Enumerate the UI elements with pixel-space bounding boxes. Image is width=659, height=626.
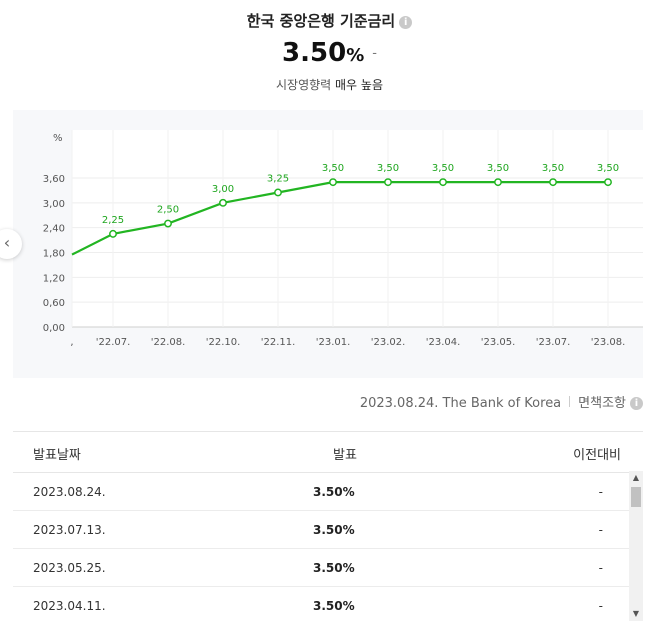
x-tick-label: '23.08.	[591, 337, 626, 348]
cell-value: 3.50%	[313, 561, 355, 575]
y-tick-label: 3,00	[43, 199, 65, 210]
table-row: 2023.07.13. 3.50% -	[13, 511, 643, 549]
x-tick-label: '22.07.	[96, 337, 131, 348]
data-point	[439, 178, 447, 187]
info-icon[interactable]: i	[399, 16, 413, 29]
data-label: 3,25	[267, 173, 289, 184]
data-label: 2,50	[157, 205, 179, 216]
y-tick-label: 1,20	[43, 273, 65, 284]
x-tick-label: '23.05.	[481, 337, 516, 348]
data-point	[219, 198, 227, 207]
cell-change: -	[598, 561, 603, 575]
x-tick-label: '23.01.	[316, 337, 351, 348]
data-label: 3,00	[212, 184, 234, 195]
cell-value: 3.50%	[313, 523, 355, 537]
disclaimer-link[interactable]: 면책조항	[578, 396, 626, 411]
x-tick-label: '22.11.	[261, 337, 296, 348]
plot-background	[72, 130, 643, 327]
title-text: 한국 중앙은행 기준금리	[246, 12, 396, 30]
y-tick-label: 0,00	[43, 323, 65, 334]
impact-label: 시장영향력	[275, 78, 332, 92]
x-tick-label: '22.10.	[206, 337, 241, 348]
cell-date: 2023.04.11.	[33, 599, 106, 613]
rate-unit: %	[346, 45, 365, 66]
data-point	[604, 178, 612, 187]
y-tick-label: 0,60	[43, 298, 65, 309]
data-label: 3,50	[542, 163, 564, 174]
table-row: 2023.05.25. 3.50% -	[13, 549, 643, 587]
table-row: 2023.08.24. 3.50% -	[13, 473, 643, 511]
scrollbar[interactable]: ▲ ▼	[629, 471, 643, 621]
header-value: 발표	[333, 448, 357, 463]
x-tick-label: '23.07.	[536, 337, 571, 348]
table-header: 발표날짜 발표 이전대비	[13, 431, 643, 473]
data-point	[164, 219, 172, 228]
rate-display: 3.50% -	[0, 38, 659, 68]
cell-change: -	[598, 523, 603, 537]
y-unit-label: %	[53, 133, 63, 144]
header-date: 발표날짜	[33, 448, 81, 463]
chart-area: % 0,00 0,60 1,20 1,80 2,40 3,00 3,60, '22.07. '22…	[13, 110, 643, 378]
y-tick-label: 2,40	[43, 224, 65, 235]
x-tick-label: ,	[70, 337, 73, 348]
scroll-up-icon[interactable]: ▲	[632, 473, 640, 482]
divider	[569, 396, 571, 407]
market-impact: 시장영향력 매우 높음	[0, 76, 659, 93]
data-label: 3,50	[322, 163, 344, 174]
rate-change: -	[372, 46, 377, 61]
cell-date: 2023.08.24.	[33, 485, 106, 499]
cell-value: 3.50%	[313, 599, 355, 613]
scroll-down-icon[interactable]: ▼	[632, 609, 640, 618]
data-label: 3,50	[377, 163, 399, 174]
scroll-thumb[interactable]	[631, 487, 641, 507]
x-tick-label: '22.08.	[151, 337, 186, 348]
announcement-table: 발표날짜 발표 이전대비 2023.08.24. 3.50% - 2023.07…	[13, 431, 643, 623]
data-label: 3,50	[432, 163, 454, 174]
rate-value: 3.50	[282, 38, 347, 68]
source-line: 2023.08.24. The Bank of Korea 면책조항 i	[360, 392, 643, 411]
data-label: 2,25	[102, 215, 124, 226]
data-point	[384, 178, 392, 187]
impact-level: 매우 높음	[335, 78, 383, 92]
data-point	[549, 178, 557, 187]
page-title: 한국 중앙은행 기준금리 i	[0, 10, 659, 31]
cell-change: -	[598, 599, 603, 613]
data-point	[109, 229, 117, 238]
x-tick-label: '23.02.	[371, 337, 406, 348]
line-chart: % 0,00 0,60 1,20 1,80 2,40 3,00 3,60, '22.07. '22…	[43, 130, 643, 348]
header-change: 이전대비	[573, 448, 621, 463]
x-tick-label: '23.04.	[426, 337, 461, 348]
cell-date: 2023.05.25.	[33, 561, 106, 575]
data-point	[274, 188, 282, 197]
table-row: 2023.04.11. 3.50% -	[13, 587, 643, 623]
cell-date: 2023.07.13.	[33, 523, 106, 537]
data-label: 3,50	[597, 163, 619, 174]
cell-value: 3.50%	[313, 485, 355, 499]
table-body[interactable]: 2023.08.24. 3.50% - 2023.07.13. 3.50% - …	[13, 473, 643, 623]
chevron-left-icon[interactable]: ‹	[0, 229, 22, 259]
data-point	[329, 178, 337, 187]
data-point	[494, 178, 502, 187]
y-tick-label: 1,80	[43, 249, 65, 260]
cell-change: -	[598, 485, 603, 499]
source-text: 2023.08.24. The Bank of Korea	[359, 396, 562, 411]
info-icon[interactable]: i	[630, 397, 643, 410]
y-tick-label: 3,60	[43, 174, 65, 185]
data-label: 3,50	[487, 163, 509, 174]
